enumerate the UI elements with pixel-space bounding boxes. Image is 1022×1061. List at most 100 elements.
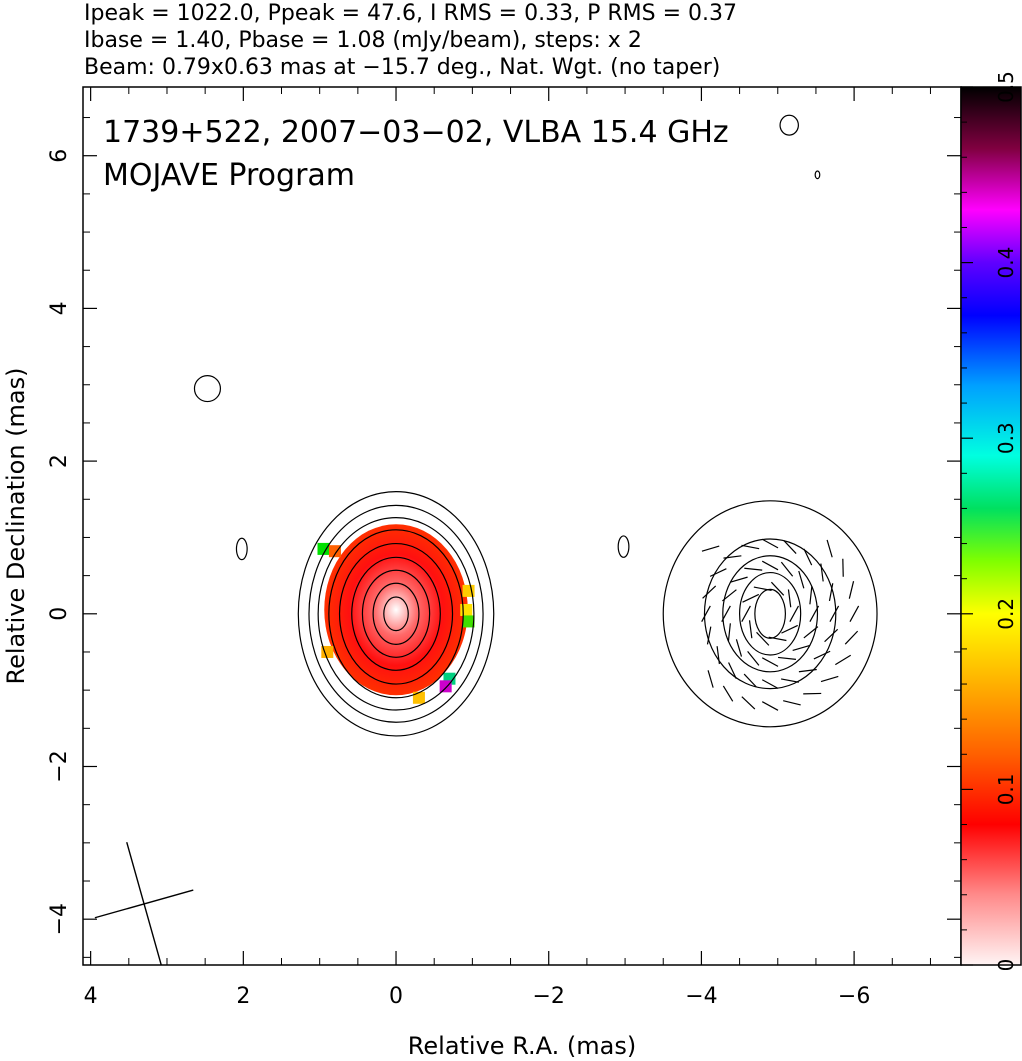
fpol-pixel <box>460 603 473 616</box>
header-line-2: Ibase = 1.40, Pbase = 1.08 (mJy/beam), s… <box>84 28 642 53</box>
evpa-vector <box>728 662 737 680</box>
evpa-vector <box>798 668 817 673</box>
evpa-vector <box>780 678 799 683</box>
noise-island <box>779 114 799 136</box>
colorbar-tick-label: 0.2 <box>994 598 1018 630</box>
evpa-vector <box>826 539 833 558</box>
contour-c9 <box>383 596 409 632</box>
evpa-vector <box>716 646 720 665</box>
x-tick-label: 2 <box>236 984 250 1009</box>
plot-subtitle: MOJAVE Program <box>103 158 355 193</box>
x-axis-label: Relative R.A. (mas) <box>408 1032 636 1060</box>
colorbar <box>960 86 1022 966</box>
evpa-vector <box>701 605 711 622</box>
contour-c7 <box>361 569 431 658</box>
header-line-3: Beam: 0.79x0.63 mas at −15.7 deg., Nat. … <box>84 55 720 80</box>
plot-frame <box>82 86 962 966</box>
contour-r2 <box>703 538 837 690</box>
evpa-vector <box>844 630 859 645</box>
noise-island <box>617 535 630 558</box>
contour-r1 <box>662 500 878 728</box>
evpa-vector <box>744 567 763 571</box>
contour-r4 <box>738 571 802 656</box>
fpol-core <box>324 524 468 696</box>
evpa-vector <box>809 586 813 605</box>
evpa-vector <box>798 570 805 589</box>
evpa-vector <box>747 651 760 666</box>
evpa-vector <box>761 701 779 711</box>
intensity-contours <box>193 114 878 737</box>
evpa-vector <box>753 586 772 592</box>
colorbar-tick-label: 0.1 <box>994 773 1018 805</box>
evpa-vector <box>829 605 840 622</box>
fractional-polarization-colormap <box>317 524 475 704</box>
colorbar-tick-label: 0 <box>994 959 1018 972</box>
colorbar-tick-label: 0.4 <box>994 247 1018 279</box>
header-line-1: Ipeak = 1022.0, Ppeak = 47.6, I RMS = 0.… <box>84 1 737 26</box>
beam-marker <box>94 842 194 965</box>
evpa-vector <box>721 605 731 622</box>
fpol-pixel <box>412 691 425 704</box>
contour-c5 <box>338 542 454 685</box>
contour-c8 <box>372 582 420 645</box>
evpa-vector <box>809 605 820 622</box>
evpa-vector <box>727 623 731 642</box>
x-tick-label: 0 <box>389 984 403 1009</box>
evpa-vector <box>706 626 712 645</box>
evpa-vector <box>761 560 779 571</box>
evpa-vector <box>780 561 794 577</box>
y-tick-label: 6 <box>47 149 72 163</box>
evpa-vector <box>787 589 792 608</box>
evpa-vector <box>702 585 717 599</box>
x-tick-label: 4 <box>84 984 98 1009</box>
evpa-vector <box>701 545 720 552</box>
y-tick-label: −2 <box>47 750 72 782</box>
fpol-pixel <box>462 615 475 628</box>
evpa-vector <box>761 679 779 689</box>
evpa-vector <box>741 544 760 550</box>
noise-island <box>193 374 222 403</box>
evpa-vector <box>722 589 737 602</box>
noise-island <box>814 170 821 180</box>
colorbar-tick-label: 0.3 <box>994 422 1018 454</box>
evpa-vector <box>730 576 748 583</box>
evpa-vector <box>789 605 800 622</box>
evpa-vector <box>735 639 743 657</box>
y-tick-label: 4 <box>47 301 72 315</box>
contour-c2 <box>308 504 484 723</box>
evpa-vector <box>783 700 801 706</box>
colorbar-tick-label: 0.5 <box>994 71 1018 103</box>
evpa-vector <box>783 540 797 554</box>
contour-r5 <box>754 588 786 639</box>
evpa-vector <box>828 583 834 602</box>
fpol-pixel <box>439 680 452 693</box>
evpa-vector <box>813 650 831 660</box>
y-axis-label: Relative Declination (mas) <box>2 367 30 684</box>
x-tick-label: −2 <box>533 984 565 1009</box>
evpa-vector <box>748 620 753 639</box>
x-tick-label: −4 <box>685 984 717 1009</box>
evpa-vector <box>803 548 813 566</box>
colorbar-ticks: 0 0.1 0.2 0.3 0.4 0.5 <box>961 71 1018 971</box>
contour-c6 <box>351 556 441 671</box>
evpa-vector <box>722 685 734 702</box>
fpol-pixel <box>328 545 341 558</box>
evpa-vector <box>835 654 852 666</box>
evpa-vector <box>707 670 714 688</box>
evpa-vector <box>741 696 756 710</box>
evpa-vector <box>824 628 839 643</box>
plot-title: 1739+522, 2007−03−02, VLBA 15.4 GHz <box>103 115 729 150</box>
evpa-vector <box>761 538 779 549</box>
fpol-pixel <box>317 542 330 555</box>
y-tick-label: −4 <box>47 903 72 935</box>
beam-minor-axis <box>94 889 194 919</box>
fpol-pixel <box>321 645 334 658</box>
evpa-vector <box>768 636 787 642</box>
plot-area <box>94 114 878 965</box>
noise-island <box>235 537 248 561</box>
evpa-vector <box>820 675 839 683</box>
evpa-vectors <box>701 538 860 711</box>
y-tick-label: 2 <box>47 454 72 468</box>
contour-c3 <box>317 517 475 711</box>
contour-r3 <box>722 555 819 673</box>
